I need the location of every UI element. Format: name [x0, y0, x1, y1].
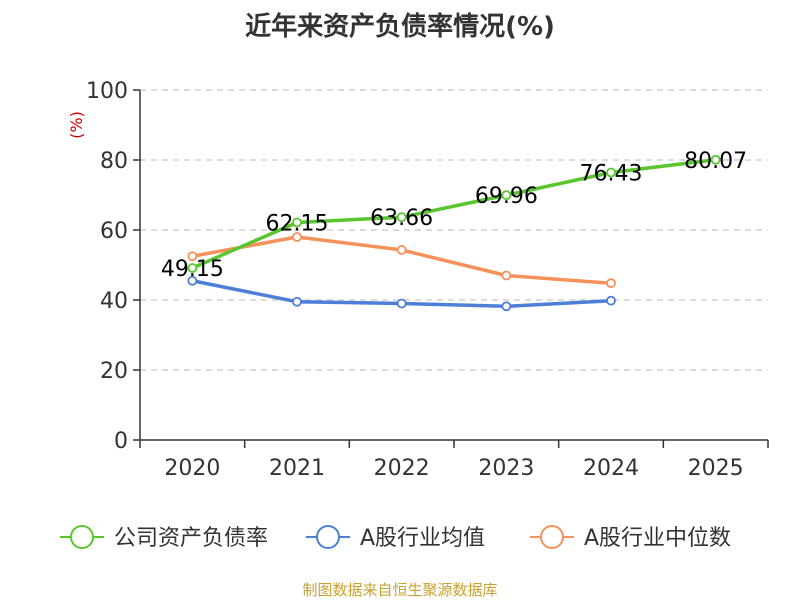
- y-tick-label: 0: [114, 429, 128, 454]
- data-point: [606, 167, 616, 178]
- data-point: [606, 295, 616, 306]
- y-tick-label: 40: [100, 289, 128, 314]
- legend-item: 公司资产负债率: [60, 525, 268, 551]
- legend-label: A股行业中位数: [584, 526, 731, 551]
- data-point: [396, 298, 407, 309]
- legend-item: A股行业中位数: [530, 525, 731, 551]
- data-point: [501, 270, 512, 281]
- x-tick-label: 2022: [374, 456, 430, 481]
- legend: 公司资产负债率 A股行业均值 A股行业中位数: [60, 525, 731, 551]
- y-axis-unit-label: (%): [67, 111, 86, 139]
- data-point: [187, 263, 198, 273]
- data-label: 69.96: [475, 184, 538, 209]
- data-labels: 49.15 62.15 63.66 69.96 76.43 80.07: [161, 149, 747, 282]
- data-point: [292, 296, 302, 307]
- series-lines: [187, 154, 721, 312]
- x-tick-label: 2020: [164, 456, 220, 481]
- data-point: [396, 212, 407, 223]
- y-tick-label: 20: [100, 359, 128, 384]
- y-tick-label: 60: [100, 219, 128, 244]
- y-tick-label: 80: [100, 149, 128, 174]
- data-point: [187, 275, 198, 286]
- legend-label: A股行业均值: [360, 526, 485, 551]
- series-line-0: [191, 158, 716, 270]
- y-tick-label: 100: [86, 79, 128, 104]
- source-note: 制图数据来自恒生聚源数据库: [302, 581, 498, 599]
- data-label: 62.15: [266, 211, 329, 236]
- series-line-2: [192, 235, 612, 285]
- x-tick-label: 2024: [583, 456, 639, 481]
- data-point: [710, 154, 721, 165]
- legend-item: A股行业均值: [306, 525, 485, 551]
- data-point: [187, 251, 198, 262]
- data-label: 80.07: [684, 149, 747, 174]
- axes: 0 20 40 60 80 100 2020 2021 2022 2023 2024 2025: [86, 79, 769, 481]
- data-point: [606, 278, 616, 289]
- gridlines: [140, 89, 768, 371]
- data-point: [501, 301, 512, 312]
- chart-title: 近年来资产负债率情况(%): [245, 12, 555, 42]
- x-tick-label: 2025: [688, 456, 744, 481]
- legend-marker-icon: [540, 525, 564, 549]
- data-point: [501, 190, 512, 201]
- data-label: 49.15: [161, 257, 224, 282]
- data-point: [292, 232, 302, 242]
- legend-marker-icon: [316, 525, 340, 549]
- data-point: [292, 217, 302, 228]
- data-label: 76.43: [580, 161, 643, 186]
- data-label: 63.66: [370, 206, 433, 231]
- legend-marker-icon: [70, 525, 94, 549]
- data-point: [396, 245, 407, 255]
- x-tick-label: 2021: [269, 456, 325, 481]
- legend-label: 公司资产负债率: [114, 526, 268, 551]
- x-tick-label: 2023: [478, 456, 534, 481]
